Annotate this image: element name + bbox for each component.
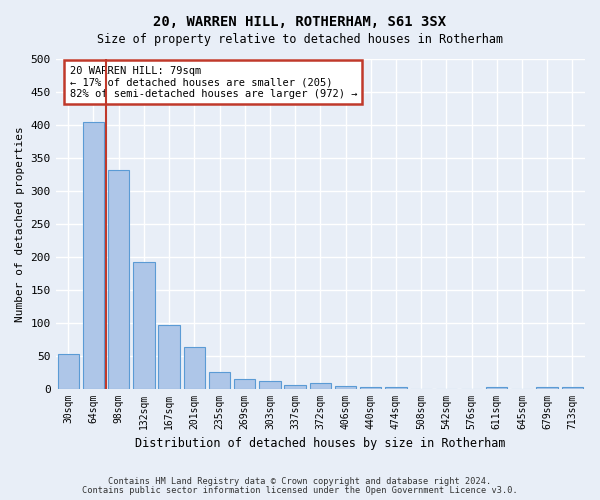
Bar [562, 387, 583, 388]
Bar [284, 384, 306, 388]
Text: Size of property relative to detached houses in Rotherham: Size of property relative to detached ho… [97, 32, 503, 46]
Text: 20, WARREN HILL, ROTHERHAM, S61 3SX: 20, WARREN HILL, ROTHERHAM, S61 3SX [154, 15, 446, 29]
Bar [360, 386, 382, 388]
Bar [83, 122, 104, 388]
Bar [335, 386, 356, 388]
Y-axis label: Number of detached properties: Number of detached properties [15, 126, 25, 322]
Bar [108, 170, 130, 388]
X-axis label: Distribution of detached houses by size in Rotherham: Distribution of detached houses by size … [135, 437, 506, 450]
Bar [133, 262, 155, 388]
Text: 20 WARREN HILL: 79sqm
← 17% of detached houses are smaller (205)
82% of semi-det: 20 WARREN HILL: 79sqm ← 17% of detached … [70, 66, 357, 99]
Bar [158, 326, 180, 388]
Bar [209, 372, 230, 388]
Bar [184, 347, 205, 389]
Bar [234, 380, 256, 388]
Text: Contains HM Land Registry data © Crown copyright and database right 2024.: Contains HM Land Registry data © Crown c… [109, 477, 491, 486]
Bar [536, 387, 558, 388]
Bar [385, 386, 407, 388]
Bar [486, 386, 508, 388]
Bar [310, 384, 331, 388]
Bar [58, 354, 79, 388]
Bar [259, 382, 281, 388]
Text: Contains public sector information licensed under the Open Government Licence v3: Contains public sector information licen… [82, 486, 518, 495]
